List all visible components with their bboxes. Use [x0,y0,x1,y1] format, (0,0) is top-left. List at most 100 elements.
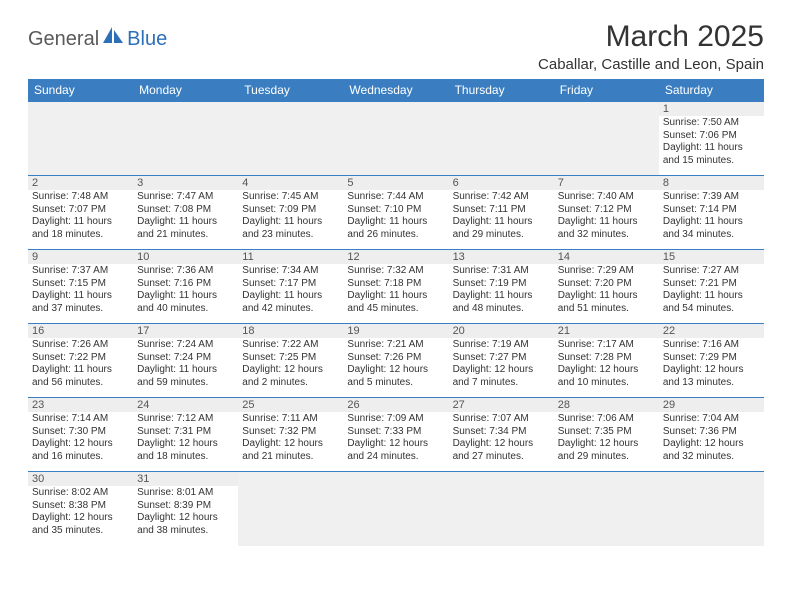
calendar-day-cell: 10Sunrise: 7:36 AMSunset: 7:16 PMDayligh… [133,250,238,324]
calendar-day-cell: 8Sunrise: 7:39 AMSunset: 7:14 PMDaylight… [659,176,764,250]
calendar-week-row: 23Sunrise: 7:14 AMSunset: 7:30 PMDayligh… [28,398,764,472]
day-number: 10 [133,250,238,264]
day-details: Sunrise: 7:42 AMSunset: 7:11 PMDaylight:… [449,190,554,243]
weekday-header: Tuesday [238,79,343,102]
day-details: Sunrise: 7:37 AMSunset: 7:15 PMDaylight:… [28,264,133,317]
day-number: 4 [238,176,343,190]
day-details: Sunrise: 7:48 AMSunset: 7:07 PMDaylight:… [28,190,133,243]
day-number: 16 [28,324,133,338]
calendar-day-cell: 9Sunrise: 7:37 AMSunset: 7:15 PMDaylight… [28,250,133,324]
calendar-week-row: 30Sunrise: 8:02 AMSunset: 8:38 PMDayligh… [28,472,764,546]
day-details: Sunrise: 7:11 AMSunset: 7:32 PMDaylight:… [238,412,343,465]
day-details: Sunrise: 7:29 AMSunset: 7:20 PMDaylight:… [554,264,659,317]
day-details: Sunrise: 7:31 AMSunset: 7:19 PMDaylight:… [449,264,554,317]
calendar-day-cell: 13Sunrise: 7:31 AMSunset: 7:19 PMDayligh… [449,250,554,324]
calendar-day-cell: 18Sunrise: 7:22 AMSunset: 7:25 PMDayligh… [238,324,343,398]
day-number: 5 [343,176,448,190]
calendar-week-row: 16Sunrise: 7:26 AMSunset: 7:22 PMDayligh… [28,324,764,398]
calendar-blank-cell [238,102,343,176]
calendar-day-cell: 21Sunrise: 7:17 AMSunset: 7:28 PMDayligh… [554,324,659,398]
calendar-day-cell: 15Sunrise: 7:27 AMSunset: 7:21 PMDayligh… [659,250,764,324]
calendar-day-cell: 1Sunrise: 7:50 AMSunset: 7:06 PMDaylight… [659,102,764,176]
day-number: 28 [554,398,659,412]
calendar-day-cell: 6Sunrise: 7:42 AMSunset: 7:11 PMDaylight… [449,176,554,250]
calendar-day-cell: 20Sunrise: 7:19 AMSunset: 7:27 PMDayligh… [449,324,554,398]
calendar-day-cell: 22Sunrise: 7:16 AMSunset: 7:29 PMDayligh… [659,324,764,398]
calendar-page: General Blue March 2025 Caballar, Castil… [0,0,792,566]
day-number: 20 [449,324,554,338]
weekday-header: Wednesday [343,79,448,102]
day-number: 24 [133,398,238,412]
calendar-blank-cell [554,472,659,546]
weekday-header: Saturday [659,79,764,102]
calendar-week-row: 9Sunrise: 7:37 AMSunset: 7:15 PMDaylight… [28,250,764,324]
day-details: Sunrise: 8:02 AMSunset: 8:38 PMDaylight:… [28,486,133,539]
day-number: 22 [659,324,764,338]
calendar-week-row: 2Sunrise: 7:48 AMSunset: 7:07 PMDaylight… [28,176,764,250]
weekday-header: Monday [133,79,238,102]
calendar-day-cell: 30Sunrise: 8:02 AMSunset: 8:38 PMDayligh… [28,472,133,546]
day-details: Sunrise: 7:47 AMSunset: 7:08 PMDaylight:… [133,190,238,243]
calendar-day-cell: 4Sunrise: 7:45 AMSunset: 7:09 PMDaylight… [238,176,343,250]
calendar-day-cell: 26Sunrise: 7:09 AMSunset: 7:33 PMDayligh… [343,398,448,472]
day-details: Sunrise: 7:36 AMSunset: 7:16 PMDaylight:… [133,264,238,317]
day-number: 15 [659,250,764,264]
day-number: 1 [659,102,764,116]
day-details: Sunrise: 7:22 AMSunset: 7:25 PMDaylight:… [238,338,343,391]
calendar-day-cell: 28Sunrise: 7:06 AMSunset: 7:35 PMDayligh… [554,398,659,472]
day-details: Sunrise: 7:44 AMSunset: 7:10 PMDaylight:… [343,190,448,243]
weekday-header: Thursday [449,79,554,102]
location-text: Caballar, Castille and Leon, Spain [28,56,764,73]
calendar-blank-cell [28,102,133,176]
day-number: 27 [449,398,554,412]
calendar-blank-cell [133,102,238,176]
day-details: Sunrise: 7:21 AMSunset: 7:26 PMDaylight:… [343,338,448,391]
day-number: 23 [28,398,133,412]
calendar-day-cell: 2Sunrise: 7:48 AMSunset: 7:07 PMDaylight… [28,176,133,250]
day-details: Sunrise: 7:16 AMSunset: 7:29 PMDaylight:… [659,338,764,391]
logo-text-general: General [28,28,99,51]
weekday-header-row: Sunday Monday Tuesday Wednesday Thursday… [28,79,764,102]
calendar-day-cell: 27Sunrise: 7:07 AMSunset: 7:34 PMDayligh… [449,398,554,472]
calendar-day-cell: 17Sunrise: 7:24 AMSunset: 7:24 PMDayligh… [133,324,238,398]
calendar-day-cell: 7Sunrise: 7:40 AMSunset: 7:12 PMDaylight… [554,176,659,250]
calendar-day-cell: 16Sunrise: 7:26 AMSunset: 7:22 PMDayligh… [28,324,133,398]
logo: General Blue [28,26,167,53]
day-number: 19 [343,324,448,338]
calendar-day-cell: 25Sunrise: 7:11 AMSunset: 7:32 PMDayligh… [238,398,343,472]
day-number: 11 [238,250,343,264]
day-details: Sunrise: 7:26 AMSunset: 7:22 PMDaylight:… [28,338,133,391]
day-details: Sunrise: 7:07 AMSunset: 7:34 PMDaylight:… [449,412,554,465]
calendar-day-cell: 31Sunrise: 8:01 AMSunset: 8:39 PMDayligh… [133,472,238,546]
day-number: 13 [449,250,554,264]
calendar-table: Sunday Monday Tuesday Wednesday Thursday… [28,79,764,546]
header-row: General Blue March 2025 [28,20,764,54]
day-details: Sunrise: 7:40 AMSunset: 7:12 PMDaylight:… [554,190,659,243]
calendar-blank-cell [449,472,554,546]
weekday-header: Sunday [28,79,133,102]
day-number: 3 [133,176,238,190]
day-number: 29 [659,398,764,412]
day-details: Sunrise: 7:50 AMSunset: 7:06 PMDaylight:… [659,116,764,169]
calendar-blank-cell [238,472,343,546]
day-details: Sunrise: 7:32 AMSunset: 7:18 PMDaylight:… [343,264,448,317]
day-number: 12 [343,250,448,264]
calendar-blank-cell [659,472,764,546]
calendar-day-cell: 14Sunrise: 7:29 AMSunset: 7:20 PMDayligh… [554,250,659,324]
calendar-day-cell: 24Sunrise: 7:12 AMSunset: 7:31 PMDayligh… [133,398,238,472]
calendar-day-cell: 23Sunrise: 7:14 AMSunset: 7:30 PMDayligh… [28,398,133,472]
day-number: 8 [659,176,764,190]
calendar-blank-cell [343,472,448,546]
day-details: Sunrise: 7:19 AMSunset: 7:27 PMDaylight:… [449,338,554,391]
day-number: 17 [133,324,238,338]
day-details: Sunrise: 7:34 AMSunset: 7:17 PMDaylight:… [238,264,343,317]
day-details: Sunrise: 8:01 AMSunset: 8:39 PMDaylight:… [133,486,238,539]
calendar-blank-cell [343,102,448,176]
day-details: Sunrise: 7:04 AMSunset: 7:36 PMDaylight:… [659,412,764,465]
day-number: 6 [449,176,554,190]
day-number: 7 [554,176,659,190]
day-number: 9 [28,250,133,264]
calendar-day-cell: 19Sunrise: 7:21 AMSunset: 7:26 PMDayligh… [343,324,448,398]
logo-text-blue: Blue [127,28,167,51]
day-details: Sunrise: 7:39 AMSunset: 7:14 PMDaylight:… [659,190,764,243]
